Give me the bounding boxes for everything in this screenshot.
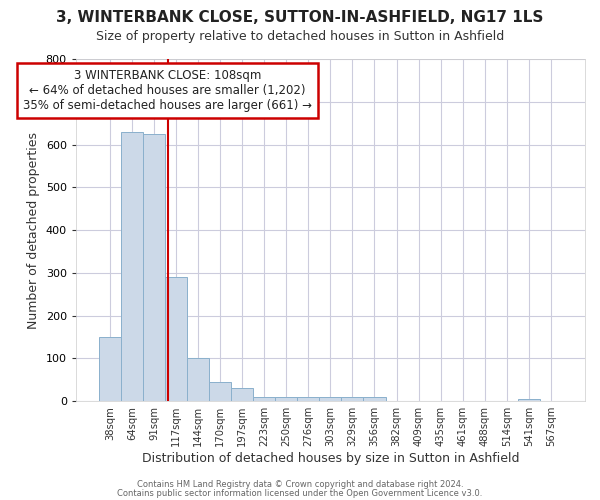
Bar [165,277,187,401]
Bar [143,134,165,401]
Bar [99,337,121,401]
Text: 3 WINTERBANK CLOSE: 108sqm
← 64% of detached houses are smaller (1,202)
35% of s: 3 WINTERBANK CLOSE: 108sqm ← 64% of deta… [23,70,312,112]
Bar [121,132,143,401]
X-axis label: Distribution of detached houses by size in Sutton in Ashfield: Distribution of detached houses by size … [142,452,519,465]
Bar [298,397,319,401]
Bar [319,397,341,401]
Text: 3, WINTERBANK CLOSE, SUTTON-IN-ASHFIELD, NG17 1LS: 3, WINTERBANK CLOSE, SUTTON-IN-ASHFIELD,… [56,10,544,25]
Text: Size of property relative to detached houses in Sutton in Ashfield: Size of property relative to detached ho… [96,30,504,43]
Bar [231,388,253,401]
Bar [209,382,231,401]
Bar [275,397,298,401]
Y-axis label: Number of detached properties: Number of detached properties [27,132,40,328]
Text: Contains public sector information licensed under the Open Government Licence v3: Contains public sector information licen… [118,488,482,498]
Bar [253,397,275,401]
Bar [364,397,386,401]
Bar [341,397,364,401]
Bar [518,399,540,401]
Bar [187,358,209,401]
Text: Contains HM Land Registry data © Crown copyright and database right 2024.: Contains HM Land Registry data © Crown c… [137,480,463,489]
